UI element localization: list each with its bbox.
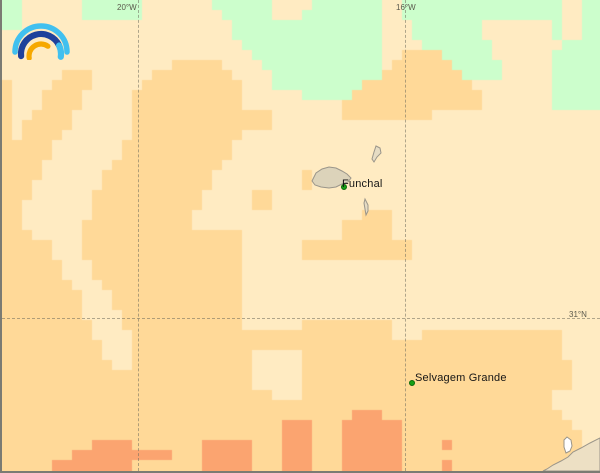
grid-label-31n: 31°N	[569, 310, 587, 319]
grid-label-16w: 16°W	[396, 3, 416, 12]
island-porto-santo	[371, 145, 382, 163]
rainbow-logo-icon	[12, 23, 70, 60]
grid-label-20w: 20°W	[117, 3, 137, 12]
island-white-peak	[563, 436, 573, 454]
label-funchal: Funchal	[342, 178, 383, 190]
island-madeira	[311, 166, 352, 189]
selvagem-marker-dot	[409, 380, 415, 386]
gridline-20w	[138, 0, 139, 471]
island-desertas	[363, 197, 369, 217]
gridline-31n	[2, 318, 600, 319]
funchal-marker-dot	[341, 184, 347, 190]
gridline-16w	[405, 0, 406, 471]
island-lanzarote-tip	[542, 437, 600, 471]
label-selvagem: Selvagem Grande	[415, 372, 507, 384]
